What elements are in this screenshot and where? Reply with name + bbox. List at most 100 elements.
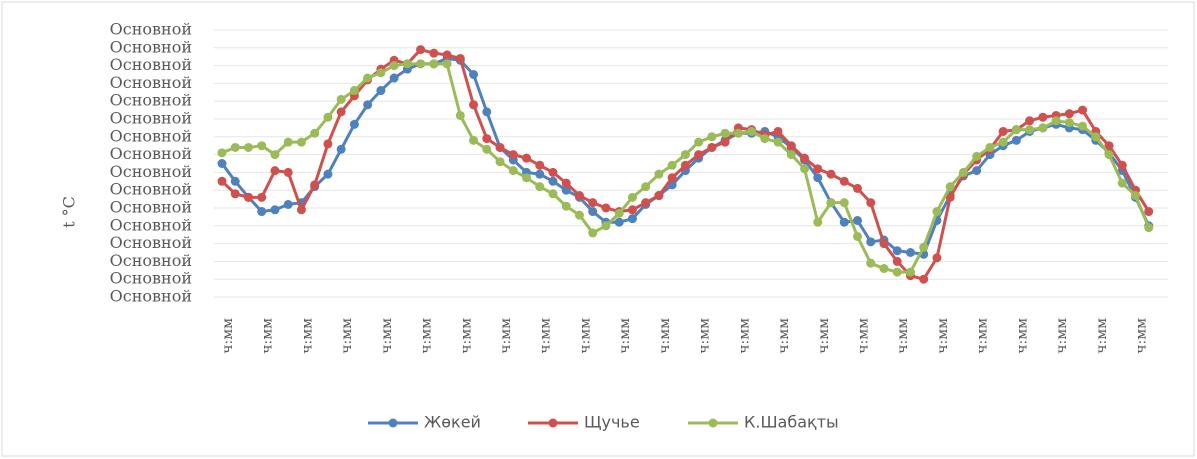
x-tick-label: ч:мм: [1014, 318, 1030, 354]
legend-marker: [548, 418, 558, 428]
point: [601, 203, 611, 213]
x-tick-label: ч:мм: [617, 318, 633, 354]
point: [932, 207, 942, 217]
point: [363, 73, 373, 83]
point: [323, 169, 333, 179]
point: [548, 189, 558, 199]
point: [852, 231, 862, 241]
point: [601, 221, 611, 231]
point: [389, 73, 399, 83]
y-tick-label: Основной: [110, 109, 192, 128]
point: [243, 142, 253, 152]
x-tick-label: ч:мм: [577, 318, 593, 354]
point: [826, 169, 836, 179]
point: [482, 134, 492, 144]
point: [469, 100, 479, 110]
point: [376, 86, 386, 96]
point: [442, 50, 452, 60]
point: [998, 137, 1008, 147]
point: [786, 150, 796, 160]
point: [535, 169, 545, 179]
point: [1025, 116, 1035, 126]
point: [627, 205, 637, 215]
point: [310, 180, 320, 190]
point: [892, 267, 902, 277]
x-tick-label: ч:мм: [776, 318, 792, 354]
point: [839, 176, 849, 186]
y-tick-label: Основной: [110, 73, 192, 92]
y-tick-label: Основной: [110, 251, 192, 270]
point: [283, 199, 293, 209]
point: [495, 142, 505, 152]
point: [230, 142, 240, 152]
point: [945, 192, 955, 202]
point: [535, 160, 545, 170]
x-tick-label: ч:мм: [419, 318, 435, 354]
y-tick-label: Основной: [110, 215, 192, 234]
point: [852, 183, 862, 193]
point: [257, 141, 267, 151]
point: [627, 214, 637, 224]
y-tick-label: Основной: [110, 180, 192, 199]
point: [1144, 207, 1154, 217]
point: [800, 164, 810, 174]
legend-label: Жөкей: [424, 413, 481, 432]
point: [1038, 123, 1048, 133]
point: [217, 148, 227, 158]
point: [1144, 223, 1154, 233]
x-tick-label: ч:мм: [538, 318, 554, 354]
point: [945, 182, 955, 192]
point: [243, 192, 253, 202]
point: [336, 144, 346, 154]
x-tick-label: ч:мм: [339, 318, 355, 354]
point: [627, 192, 637, 202]
point: [1011, 125, 1021, 135]
point: [270, 205, 280, 215]
point: [323, 139, 333, 149]
point: [905, 248, 915, 257]
point: [376, 68, 386, 78]
point: [469, 135, 479, 145]
x-tick-label: ч:мм: [299, 318, 315, 354]
point: [654, 191, 664, 201]
point: [588, 198, 598, 208]
point: [508, 166, 518, 176]
point: [773, 137, 783, 147]
point: [230, 176, 240, 186]
point: [402, 59, 412, 69]
point: [1038, 112, 1048, 122]
point: [786, 141, 796, 151]
point: [349, 86, 359, 96]
point: [588, 228, 598, 238]
point: [548, 176, 558, 186]
point: [919, 242, 929, 252]
y-tick-label: Основной: [110, 144, 192, 163]
point: [760, 134, 770, 144]
point: [1104, 150, 1114, 160]
point: [932, 253, 942, 263]
point: [641, 182, 651, 192]
x-tick-label: ч:мм: [1134, 318, 1150, 354]
point: [283, 137, 293, 147]
point: [641, 198, 651, 208]
point: [919, 274, 929, 284]
point: [1131, 191, 1141, 201]
point: [535, 182, 545, 192]
point: [495, 157, 505, 167]
point: [482, 144, 492, 154]
point: [270, 150, 280, 160]
point: [283, 167, 293, 177]
point: [416, 45, 426, 55]
point: [747, 126, 757, 136]
point: [892, 256, 902, 266]
legend-marker: [708, 418, 718, 428]
point: [614, 217, 624, 227]
x-tick-label: ч:мм: [1054, 318, 1070, 354]
point: [323, 112, 333, 122]
point: [336, 94, 346, 104]
x-tick-label: ч:мм: [379, 318, 395, 354]
y-tick-label: Основной: [110, 91, 192, 110]
point: [972, 166, 982, 176]
point: [455, 110, 465, 120]
